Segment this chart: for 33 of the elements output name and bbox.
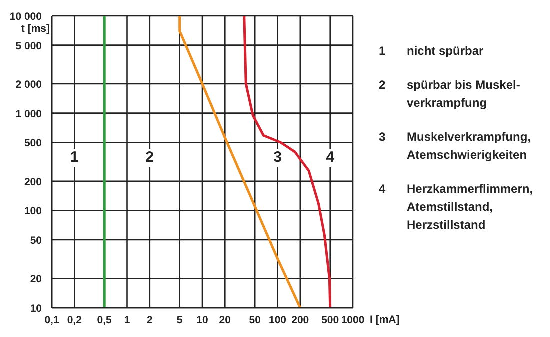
x-tick-label: 0,1 bbox=[44, 314, 60, 326]
x-tick-label: 1 bbox=[124, 314, 130, 326]
text: 2 spürbar bis Muskel- verkrampfung bbox=[379, 78, 520, 110]
y-tick-label: 20 bbox=[30, 274, 42, 286]
x-tick-label: 50 bbox=[249, 314, 262, 326]
text: 4 Herzkammerflimmern, Atemstillstand, Herzstillstand bbox=[379, 182, 534, 232]
y-tick-label: 50 bbox=[30, 234, 42, 247]
text: 3 Muskelverkrampfung, Atemschwierigkeiten bbox=[379, 130, 532, 162]
y-tick-label: 100 bbox=[24, 206, 42, 218]
x-tick-label: 1000 bbox=[341, 314, 365, 326]
y-tick-label: 2 000 bbox=[16, 79, 42, 92]
y-tick-label: 1 000 bbox=[16, 108, 42, 120]
x-tick-label: 2 bbox=[146, 314, 153, 326]
x-axis-title: I [mA] bbox=[370, 314, 400, 326]
x-tick-label: 0,2 bbox=[67, 314, 82, 326]
x-tick-label: 10 bbox=[196, 314, 208, 326]
x-tick-label: 0,5 bbox=[97, 314, 112, 326]
annotation: 1 bbox=[68, 149, 81, 168]
y-tick-label: 10 000 bbox=[10, 11, 42, 23]
text: 1 nicht spürbar bbox=[379, 44, 484, 58]
x-tick-label: 500 bbox=[322, 314, 340, 326]
y-axis-title: t [ms] bbox=[20, 23, 50, 35]
annotation: 3 bbox=[272, 149, 284, 168]
annotation: 2 bbox=[144, 149, 156, 168]
y-tick-label: 5 000 bbox=[16, 40, 42, 52]
x-tick-label: 20 bbox=[219, 314, 232, 326]
x-tick-label: 100 bbox=[268, 314, 287, 326]
x-tick-label: 5 bbox=[176, 314, 183, 326]
y-tick-label: 10 bbox=[30, 303, 42, 315]
annotation: 4 bbox=[324, 149, 336, 168]
y-tick-label: 500 bbox=[24, 138, 42, 150]
x-tick-label: 200 bbox=[292, 314, 310, 326]
y-tick-label: 200 bbox=[24, 176, 42, 188]
